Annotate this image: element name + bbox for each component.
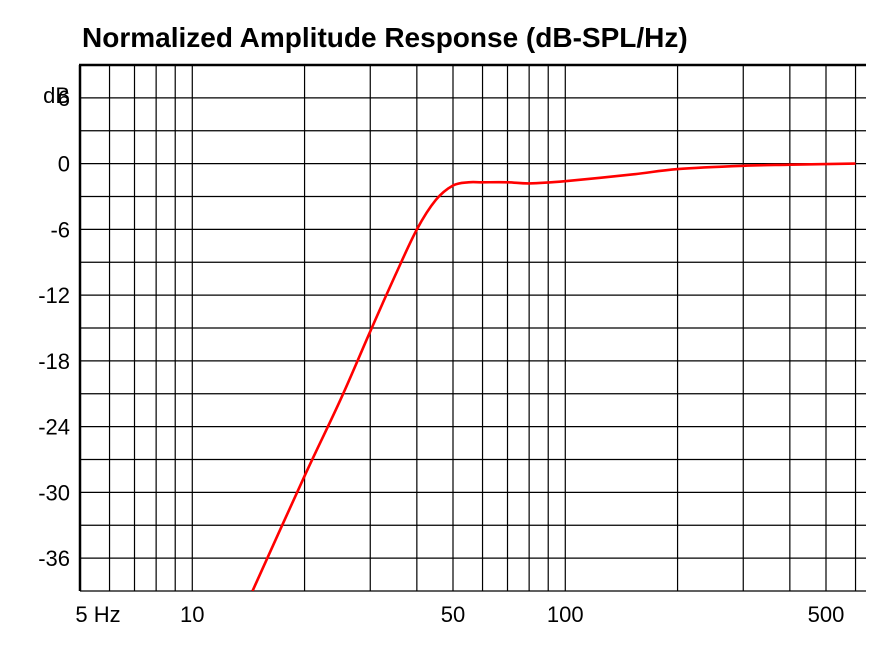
y-tick-label: -36	[38, 546, 70, 571]
series-layer	[251, 162, 856, 591]
x-tick-label: 500	[808, 602, 845, 627]
x-tick-labels: 5 Hz 10 50 100 500	[75, 602, 844, 627]
x-tick-label: 50	[441, 602, 465, 627]
plot-frame	[78, 63, 866, 591]
response-curve	[251, 162, 856, 591]
x-tick-label: 10	[180, 602, 204, 627]
y-tick-label: -18	[38, 349, 70, 374]
y-tick-label: 0	[58, 152, 70, 177]
grid-layer	[79, 64, 866, 592]
x-tick-label: 5 Hz	[75, 602, 120, 627]
y-tick-label: 6	[58, 86, 70, 111]
y-unit-label: dB	[43, 83, 70, 108]
y-tick-label: -30	[38, 480, 70, 505]
y-tick-label: -6	[50, 217, 70, 242]
y-tick-label: -24	[38, 415, 70, 440]
y-tick-labels: 6 0 -6 -12 -18 -24 -30 -36	[38, 86, 70, 571]
x-tick-label: 100	[547, 602, 584, 627]
y-tick-label: -12	[38, 283, 70, 308]
chart-title: Normalized Amplitude Response (dB-SPL/Hz…	[82, 22, 688, 53]
